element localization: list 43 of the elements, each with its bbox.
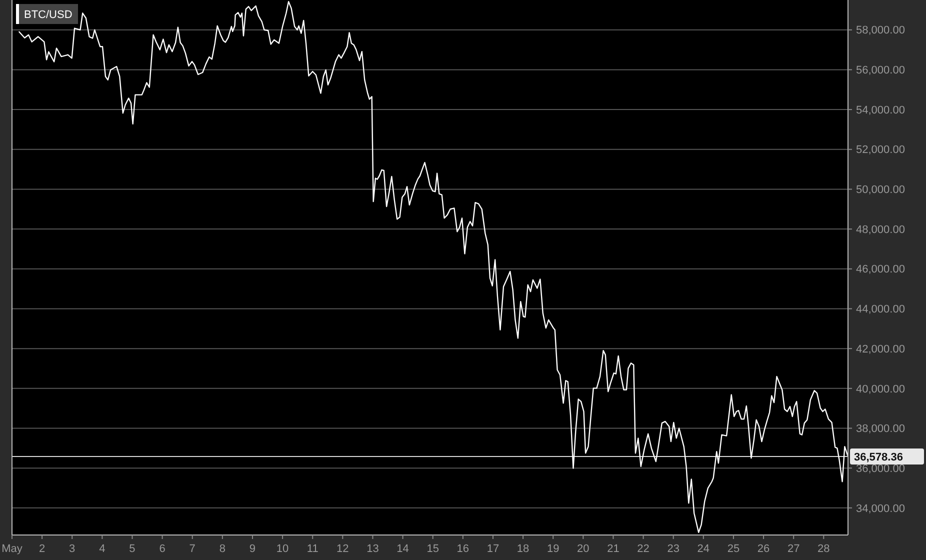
x-tick-label: May xyxy=(2,543,23,555)
y-tick-label: 54,000.00 xyxy=(856,104,905,116)
y-tick-label: 52,000.00 xyxy=(856,144,905,156)
x-tick-label: 19 xyxy=(546,543,560,555)
x-tick-label: 26 xyxy=(757,543,770,555)
x-tick-label: 6 xyxy=(159,543,166,555)
x-tick-label: 16 xyxy=(456,543,470,555)
x-tick-label: 28 xyxy=(818,543,830,555)
y-tick-label: 58,000.00 xyxy=(856,24,905,37)
x-tick-label: 9 xyxy=(249,543,256,555)
x-tick-label: 11 xyxy=(306,543,318,555)
x-tick-label: 20 xyxy=(577,543,590,555)
x-tick-label: 23 xyxy=(667,543,680,555)
x-tick-label: 5 xyxy=(129,543,136,555)
x-tick-label: 10 xyxy=(276,543,289,555)
x-tick-label: 12 xyxy=(336,543,349,555)
x-tick-label: 27 xyxy=(787,543,800,555)
x-tick-label: 15 xyxy=(426,543,439,555)
y-tick-label: 36,000.00 xyxy=(856,462,905,475)
x-tick-label: 4 xyxy=(99,543,106,555)
x-tick-label: 2 xyxy=(39,543,46,555)
y-tick-label: 50,000.00 xyxy=(856,184,905,196)
x-tick-label: 24 xyxy=(697,543,710,555)
x-tick-label: 22 xyxy=(637,543,650,555)
x-tick-label: 14 xyxy=(396,543,409,555)
y-tick-label: 56,000.00 xyxy=(856,64,905,77)
ref-line-label: 36,578.36 xyxy=(854,451,903,464)
y-tick-label: 44,000.00 xyxy=(856,304,905,316)
x-tick-label: 21 xyxy=(607,543,620,555)
text: BTC/USD xyxy=(24,8,72,21)
x-tick-label: 3 xyxy=(69,543,76,555)
y-tick-label: 38,000.00 xyxy=(856,423,905,436)
x-tick-label: 17 xyxy=(486,543,500,555)
x-tick-label: 18 xyxy=(516,543,530,555)
x-tick-label: 7 xyxy=(189,543,196,555)
x-tick-label: 13 xyxy=(366,543,379,555)
y-tick-label: 48,000.00 xyxy=(856,224,905,236)
y-tick-label: 46,000.00 xyxy=(856,264,905,276)
y-tick-label: 34,000.00 xyxy=(856,502,905,515)
x-tick-label: 8 xyxy=(219,543,226,555)
y-tick-label: 40,000.00 xyxy=(856,383,905,396)
x-tick-label: 25 xyxy=(727,543,740,555)
y-tick-label: 42,000.00 xyxy=(856,343,905,356)
